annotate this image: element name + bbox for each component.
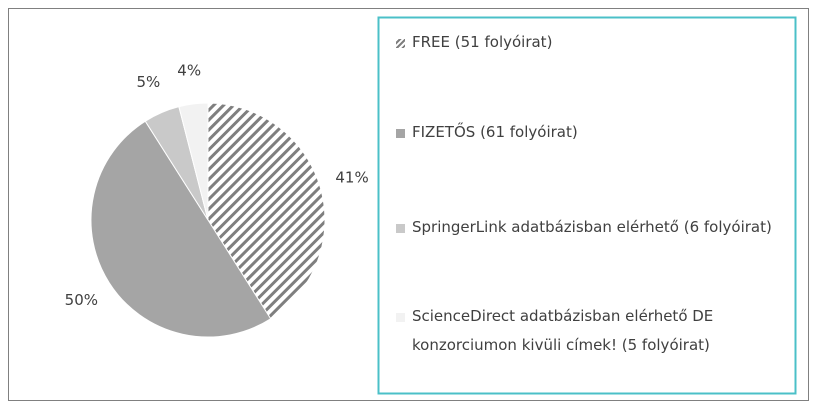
legend-label: SpringerLink adatbázisban elérhető (6 fo… bbox=[412, 218, 772, 236]
pie-slice bbox=[207, 102, 326, 320]
legend-label: ScienceDirect adatbázisban elérhető DE k… bbox=[412, 307, 714, 354]
data-label: 4% bbox=[177, 62, 201, 80]
data-label: 5% bbox=[137, 73, 161, 91]
data-label: 41% bbox=[335, 169, 368, 187]
pie-slice bbox=[90, 120, 272, 338]
legend-swatch bbox=[396, 224, 405, 233]
data-label: 50% bbox=[65, 291, 98, 309]
legend-swatch bbox=[396, 129, 405, 138]
pie-slice bbox=[178, 102, 209, 221]
pie bbox=[90, 102, 326, 338]
legend-border bbox=[377, 16, 797, 395]
legend-swatch bbox=[396, 39, 405, 48]
legend-label: FREE (51 folyóirat) bbox=[412, 33, 553, 51]
legend-label: FIZETŐS (61 folyóirat) bbox=[412, 123, 578, 141]
legend-swatch bbox=[396, 313, 405, 322]
